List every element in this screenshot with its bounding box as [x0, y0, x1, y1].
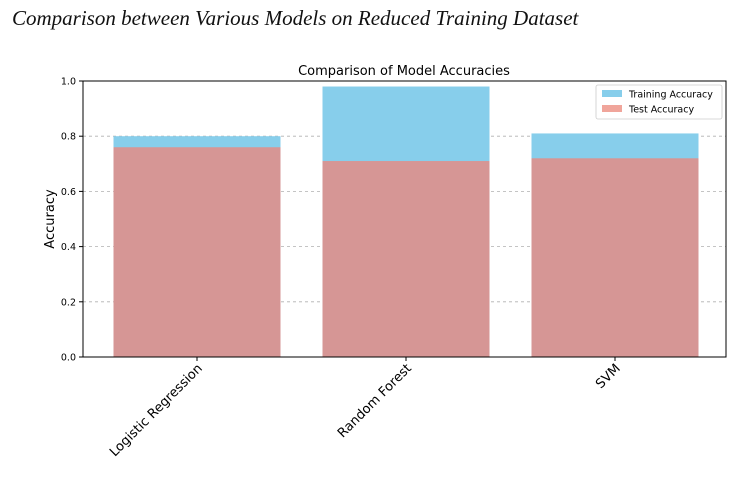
plot-frame: [82, 80, 727, 358]
x-category-label: Logistic Regression: [107, 361, 206, 460]
y-tick-label: 1.0: [61, 77, 76, 88]
legend: Training Accuracy Test Accuracy: [595, 84, 723, 120]
legend-swatch-training: [602, 90, 622, 97]
page-title: Comparison between Various Models on Red…: [12, 6, 579, 30]
bar-test-accuracy: [531, 158, 699, 357]
y-tick-label: 0.8: [61, 132, 76, 143]
chart-title: Comparison of Model Accuracies: [298, 64, 510, 79]
y-axis-label: Accuracy: [43, 189, 58, 249]
legend-box: [595, 84, 723, 120]
legend-label-training: Training Accuracy: [628, 90, 713, 101]
x-category-label: Random Forest: [335, 361, 415, 441]
y-tick-label: 0.6: [61, 187, 76, 198]
x-category-label: SVM: [593, 361, 624, 392]
legend-swatch-test: [602, 105, 622, 112]
y-tick-label: 0.4: [61, 242, 76, 253]
legend-label-test: Test Accuracy: [628, 105, 694, 116]
y-tick-label: 0.0: [61, 353, 76, 364]
y-tick-label: 0.2: [61, 297, 76, 308]
bar-test-accuracy: [113, 147, 281, 357]
bar-test-accuracy: [322, 161, 490, 357]
